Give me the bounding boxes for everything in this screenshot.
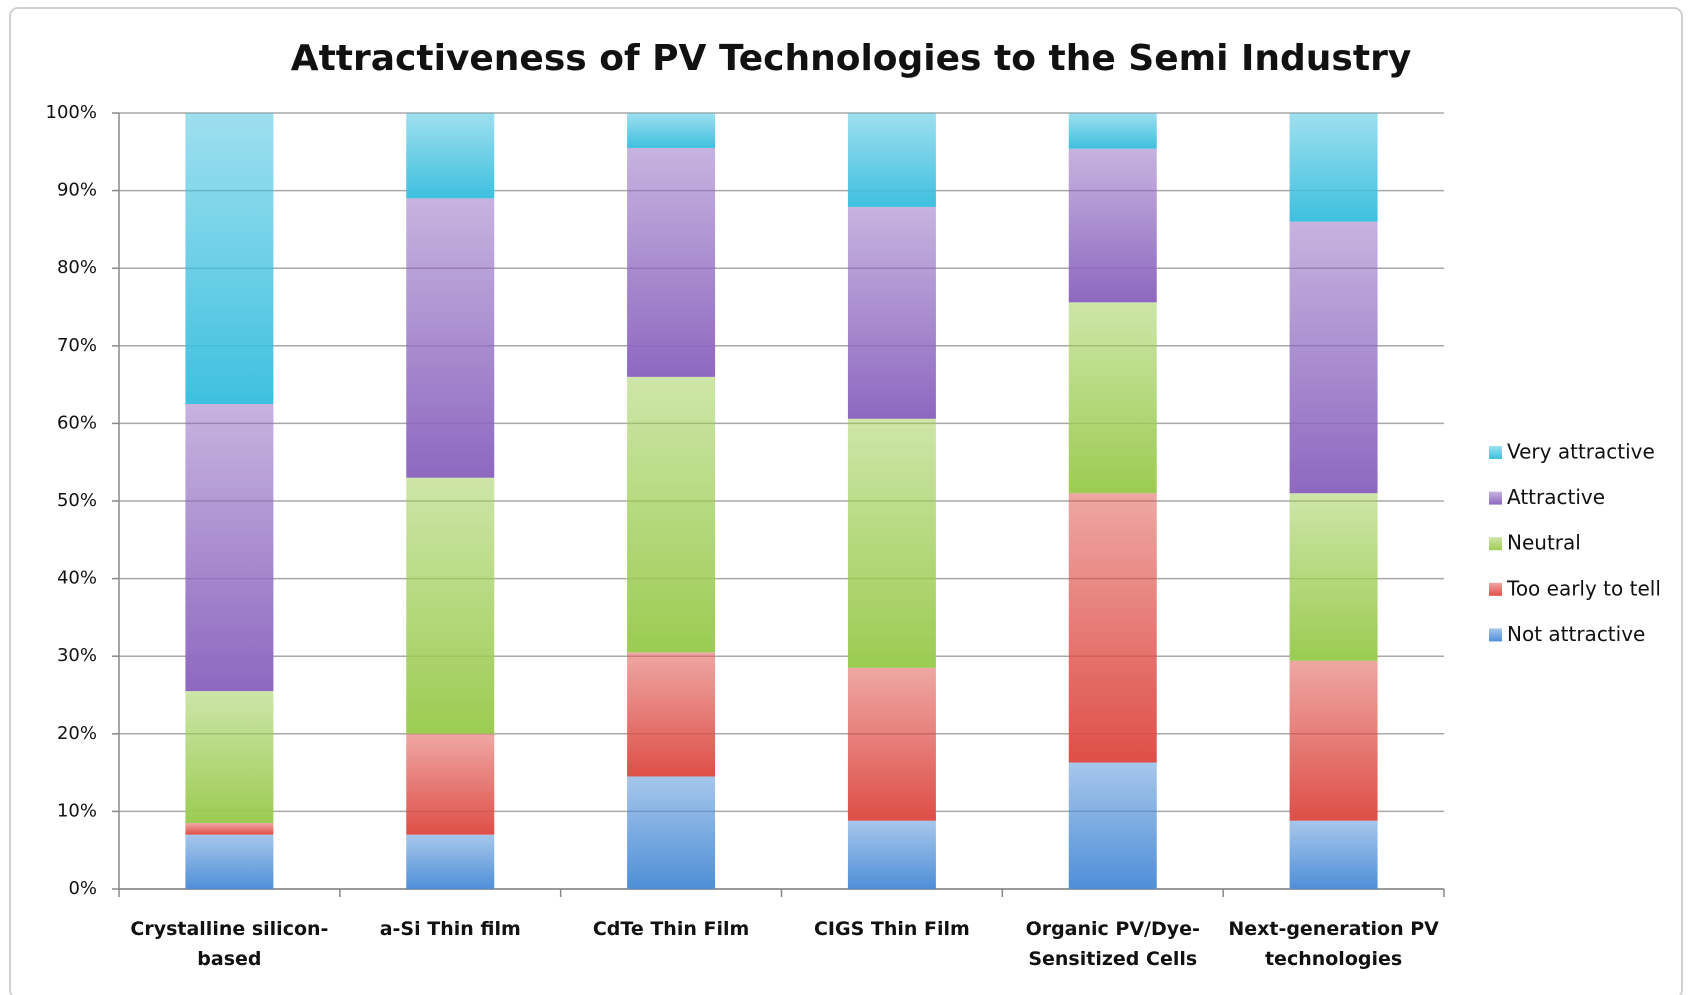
bar-segment (847, 113, 936, 207)
y-tick-label: 100% (46, 102, 97, 123)
bar-segment (185, 691, 274, 824)
bar-segment (847, 418, 936, 668)
bar-segment (185, 113, 274, 404)
y-tick-label: 20% (57, 723, 97, 744)
bar-segment (406, 477, 495, 734)
y-tick-label: 30% (57, 645, 97, 666)
bar-segment (847, 667, 936, 821)
bar-segment (185, 404, 274, 692)
legend-label: Very attractive (1507, 440, 1655, 464)
y-tick-label: 80% (57, 257, 97, 278)
legend-swatch (1489, 537, 1502, 551)
legend-swatch (1489, 582, 1502, 596)
x-tick-label: CdTe Thin Film (592, 918, 750, 940)
legend-swatch (1489, 628, 1502, 642)
y-tick-label: 10% (57, 800, 97, 821)
bar-segment (1068, 302, 1157, 494)
bar-segment (185, 834, 274, 889)
y-tick-label: 0% (68, 878, 97, 899)
y-tick-label: 50% (57, 490, 97, 511)
x-tick-label: CIGS Thin Film (813, 918, 970, 940)
bar-segment (406, 113, 495, 199)
bar-segment (1068, 148, 1157, 303)
y-tick-label: 90% (57, 180, 97, 201)
x-tick-label: Crystalline silicon-based (130, 918, 329, 970)
x-tick-label: Organic PV/Dye-Sensitized Cells (1025, 918, 1200, 970)
x-tick-label: a-Si Thin film (379, 918, 521, 940)
bar-segment (627, 652, 716, 777)
bar-segment (1068, 762, 1157, 889)
bar-segment (627, 776, 716, 889)
bar-segment (1289, 113, 1378, 222)
y-tick-label: 70% (57, 335, 97, 356)
legend-label: Not attractive (1507, 622, 1645, 646)
bar-segment (1068, 113, 1157, 149)
bar-segment (406, 834, 495, 889)
bar-segment (847, 820, 936, 889)
bar-segment (185, 823, 274, 835)
bar-segment (1289, 493, 1378, 661)
bar-segment (627, 147, 716, 377)
bar-segment (1289, 660, 1378, 821)
bar-segment (627, 113, 716, 148)
legend-swatch (1489, 446, 1502, 459)
bar-segment (406, 198, 495, 478)
legend-label: Attractive (1507, 485, 1605, 509)
chart-title: Attractiveness of PV Technologies to the… (291, 38, 1412, 79)
bar-segment (406, 733, 495, 835)
bar-segment (847, 206, 936, 419)
y-tick-label: 40% (57, 568, 97, 589)
legend-swatch (1489, 491, 1502, 505)
bar-segment (1068, 493, 1157, 763)
y-tick-label: 60% (57, 412, 97, 433)
bar-segment (627, 376, 716, 653)
bar-segment (1289, 221, 1378, 494)
bar-segment (1289, 820, 1378, 889)
legend-label: Neutral (1507, 531, 1581, 555)
legend-label: Too early to tell (1506, 576, 1661, 600)
x-tick-label: Next-generation PV technologies (1228, 918, 1439, 970)
